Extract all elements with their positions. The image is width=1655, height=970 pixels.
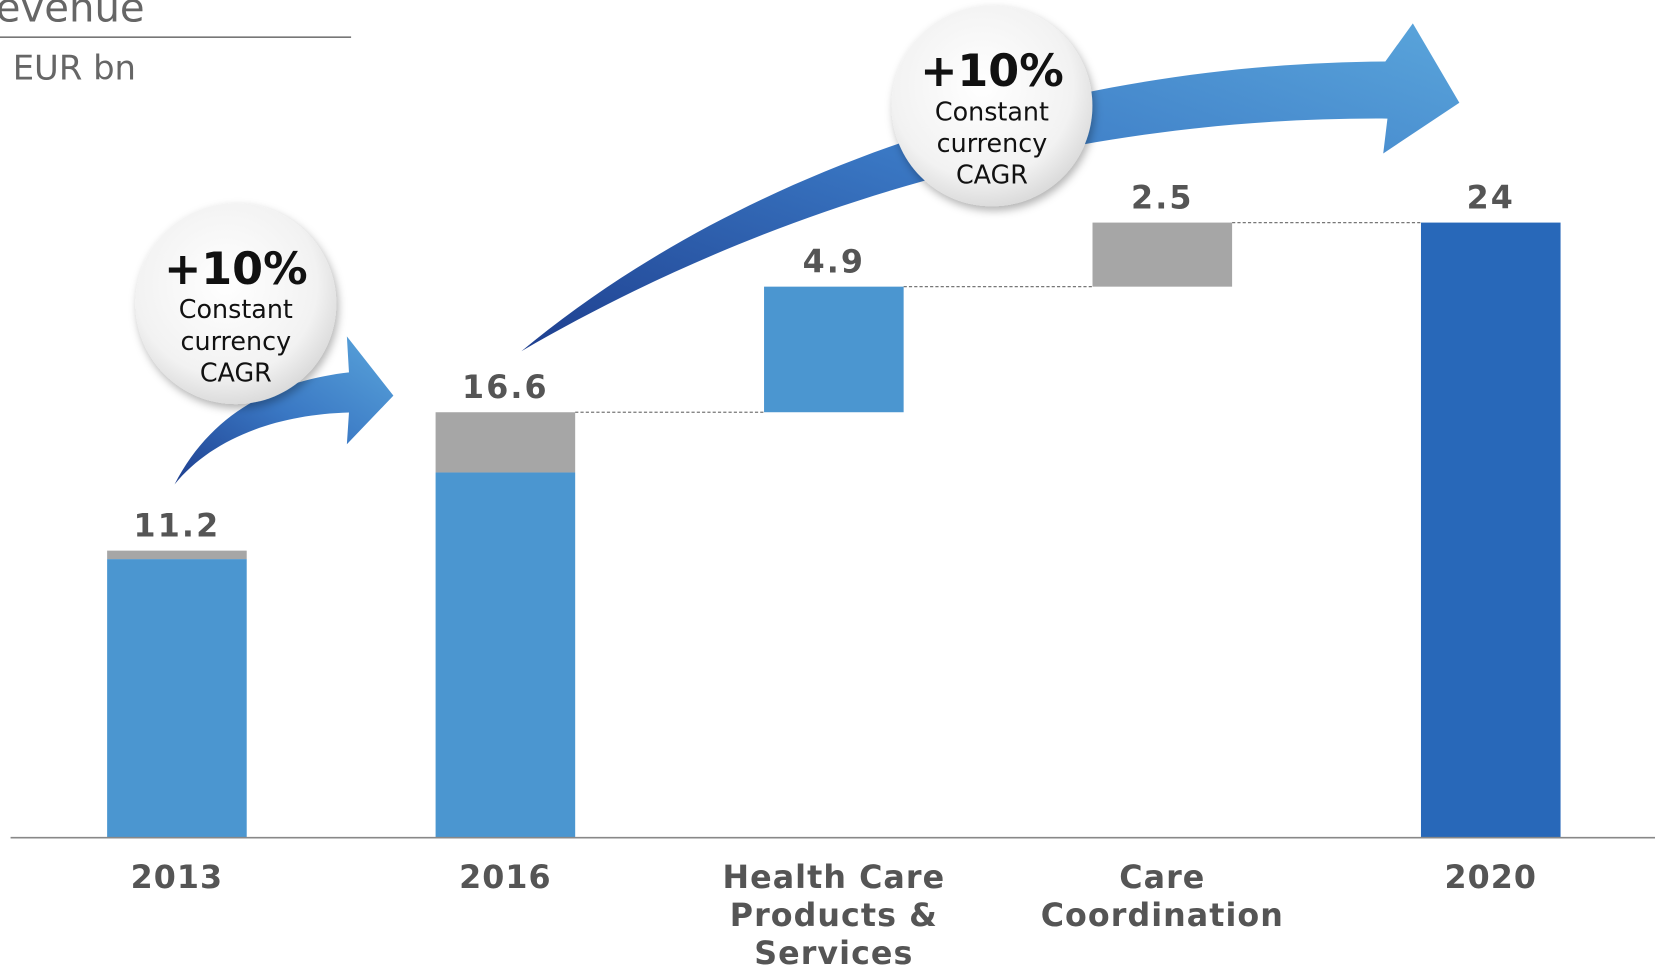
x-tick-label: 2013 bbox=[131, 860, 224, 896]
bar bbox=[1420, 222, 1561, 838]
annotation-bubble bbox=[891, 5, 1093, 207]
annotation-value: +10% bbox=[164, 244, 308, 295]
bar bbox=[1092, 222, 1233, 287]
annotation-text: currency bbox=[937, 128, 1048, 158]
bar-segment bbox=[435, 412, 576, 473]
value-label: 4.9 bbox=[803, 244, 866, 280]
x-tick-label: Health Care bbox=[723, 860, 946, 896]
growth-arrow bbox=[174, 336, 394, 485]
annotation-text: CAGR bbox=[200, 357, 272, 387]
bar bbox=[107, 559, 247, 838]
annotation-bubble bbox=[135, 203, 337, 405]
annotation-text: Constant bbox=[179, 294, 293, 324]
x-tick-label: Products & bbox=[730, 898, 938, 934]
chart-subtitle: EUR bn bbox=[13, 48, 136, 87]
bar bbox=[764, 286, 904, 413]
value-label: 11.2 bbox=[134, 508, 221, 544]
bar bbox=[435, 472, 576, 838]
value-label: 24 bbox=[1467, 180, 1515, 216]
annotation-value: +10% bbox=[920, 46, 1064, 97]
value-label: 16.6 bbox=[462, 370, 549, 406]
growth-arrow bbox=[521, 23, 1460, 352]
x-tick-label: Coordination bbox=[1041, 898, 1284, 934]
x-tick-label: Services bbox=[754, 936, 913, 970]
annotation-text: currency bbox=[181, 326, 292, 356]
value-label: 2.5 bbox=[1131, 180, 1194, 216]
bar-segment bbox=[107, 550, 247, 560]
x-tick-label: 2020 bbox=[1445, 860, 1538, 896]
chart-title: evenue bbox=[0, 0, 145, 32]
x-tick-label: 2016 bbox=[459, 860, 552, 896]
x-tick-label: Care bbox=[1119, 860, 1205, 896]
annotation-text: Constant bbox=[935, 96, 1049, 126]
annotation-text: CAGR bbox=[956, 160, 1028, 190]
annotations: +10%ConstantcurrencyCAGR+10%Constantcurr… bbox=[164, 46, 1064, 387]
